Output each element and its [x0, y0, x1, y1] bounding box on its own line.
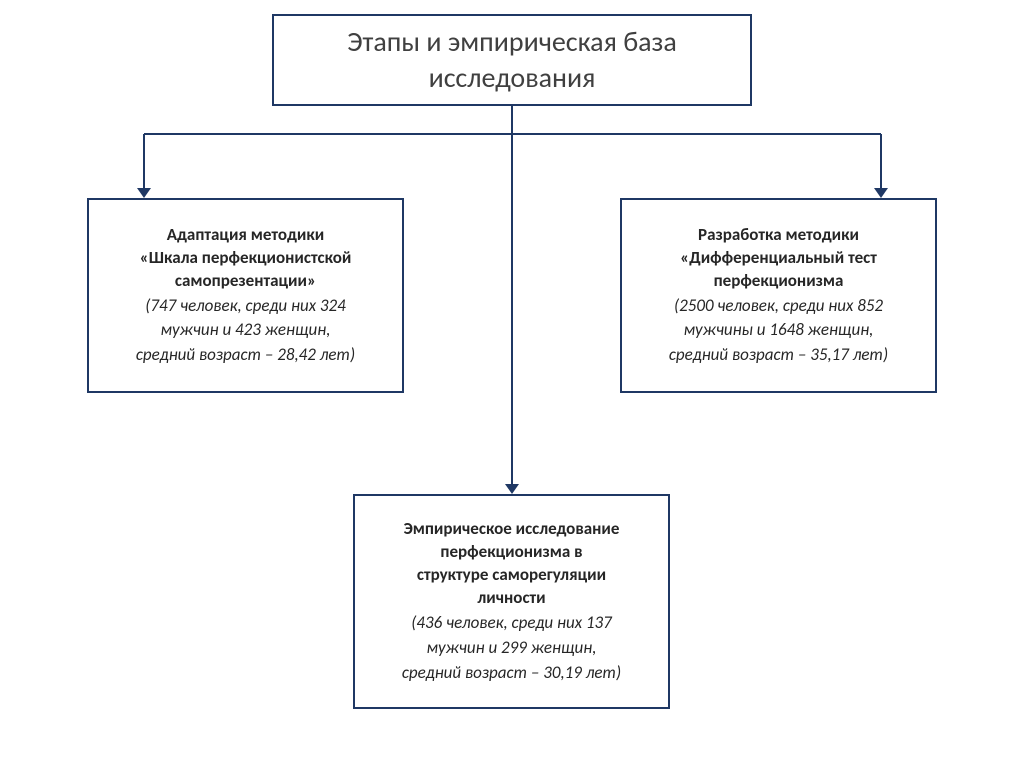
bottom-detail-l1: (436 человек, среди них 137: [411, 612, 612, 635]
bottom-title-l4: личности: [477, 587, 545, 610]
title-box: Этапы и эмпирическая база исследования: [272, 14, 752, 106]
right-title-l3: перфекционизма: [714, 270, 844, 293]
left-detail-l2: мужчин и 423 женщин,: [161, 319, 331, 342]
bottom-title-l3: структуре саморегуляции: [417, 564, 606, 587]
left-title-l3: самопрезентации»: [175, 270, 316, 293]
bottom-detail-l3: средний возраст – 30,19 лет): [402, 662, 621, 685]
bottom-child-box: Эмпирическое исследование перфекционизма…: [353, 494, 670, 709]
right-detail-l3: средний возраст – 35,17 лет): [669, 344, 888, 367]
title-line1: Этапы и эмпирическая база: [347, 24, 677, 60]
right-title-l1: Разработка методики: [698, 224, 859, 247]
left-title-l1: Адаптация методики: [167, 224, 325, 247]
left-title-l2: «Шкала перфекционистской: [140, 247, 352, 270]
left-child-box: Адаптация методики «Шкала перфекционистс…: [87, 198, 404, 393]
right-title-l2: «Дифференциальный тест: [680, 247, 877, 270]
arrowhead-center: [505, 484, 519, 494]
arrowhead-left: [137, 188, 151, 198]
right-detail-l2: мужчины и 1648 женщин,: [684, 319, 874, 342]
left-detail-l1: (747 человек, среди них 324: [145, 295, 346, 318]
bottom-title-l2: перфекционизма в: [440, 541, 582, 564]
right-detail-l1: (2500 человек, среди них 852: [674, 295, 883, 318]
arrowhead-right: [874, 188, 888, 198]
right-child-box: Разработка методики «Дифференциальный те…: [620, 198, 937, 393]
bottom-detail-l2: мужчин и 299 женщин,: [427, 637, 597, 660]
title-line2: исследования: [429, 60, 596, 96]
left-detail-l3: средний возраст – 28,42 лет): [136, 344, 355, 367]
bottom-title-l1: Эмпирическое исследование: [404, 518, 620, 541]
